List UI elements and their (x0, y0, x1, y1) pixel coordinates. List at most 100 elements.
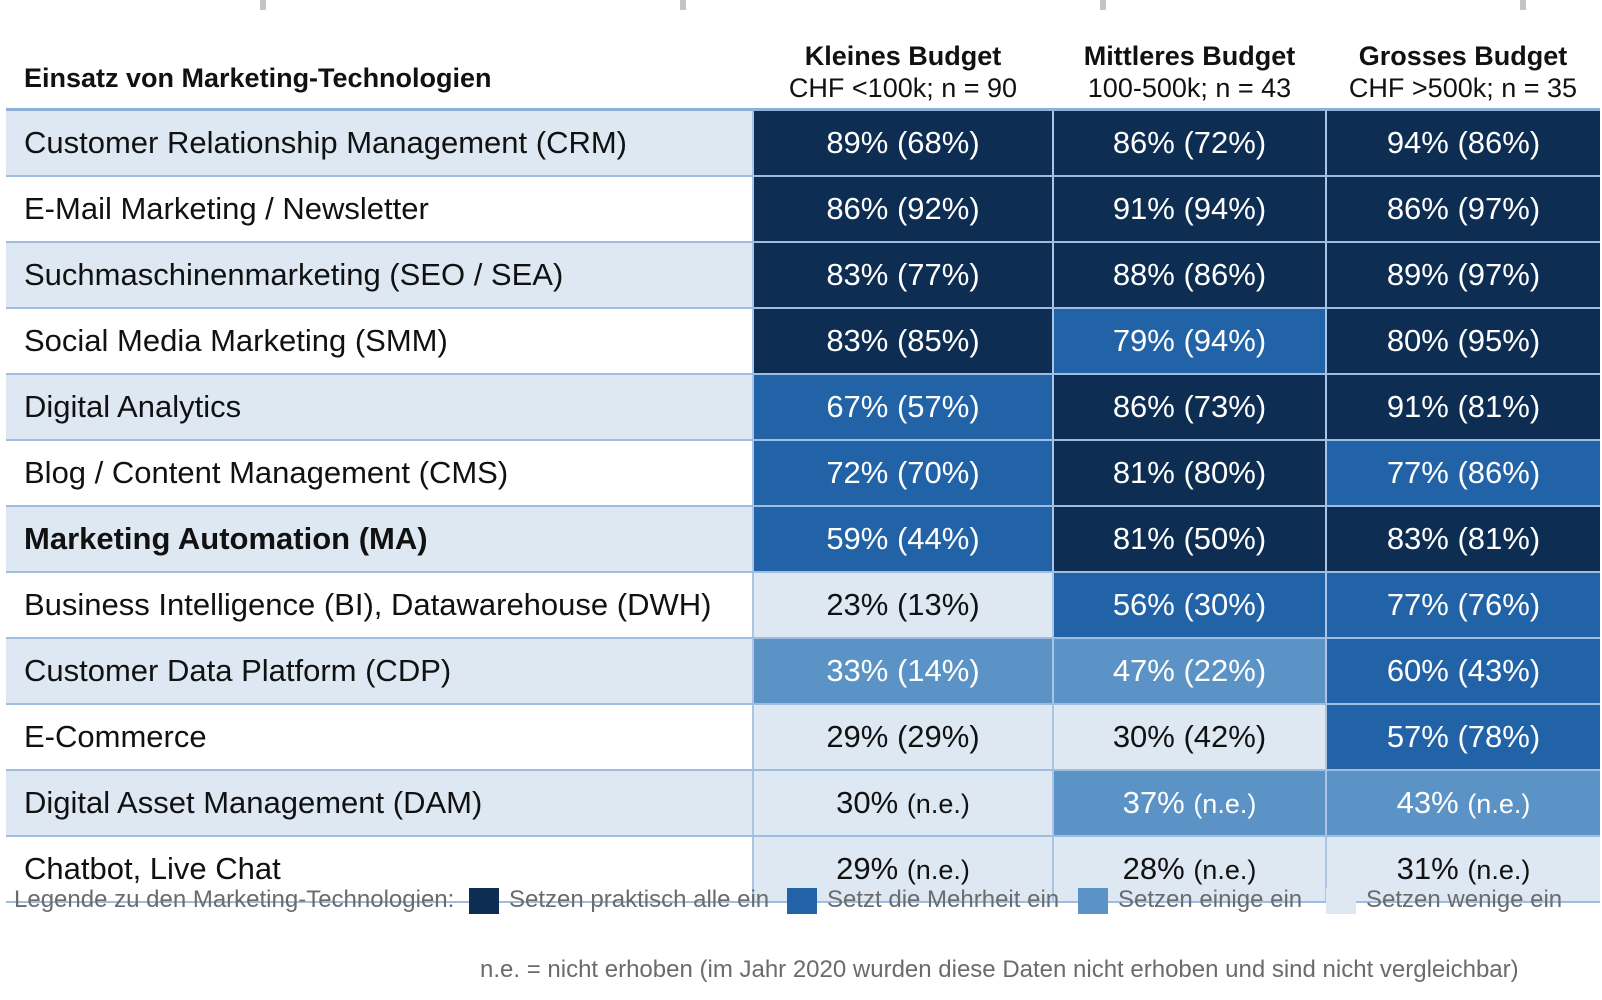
current-value: 86% (1112, 125, 1175, 160)
technology-matrix: Einsatz von Marketing-Technologien Klein… (6, 28, 1600, 903)
previous-value: (86%) (1457, 125, 1541, 160)
previous-value: (97%) (1457, 257, 1541, 292)
value-cell: 60% (43%) (1325, 638, 1600, 705)
current-value: 94% (1386, 125, 1449, 160)
current-value: 80% (1386, 323, 1449, 358)
column-header-small-budget: Kleines Budget CHF <100k; n = 90 (753, 28, 1053, 111)
current-value: 31% (1396, 851, 1459, 886)
value-cell: 79% (94%) (1052, 308, 1326, 375)
previous-value: (92%) (896, 191, 980, 226)
value-cell: 83% (81%) (1325, 506, 1600, 573)
previous-value: (94%) (1183, 323, 1267, 358)
previous-value: (80%) (1183, 455, 1267, 490)
matrix-header: Einsatz von Marketing-Technologien Klein… (6, 28, 1600, 111)
current-value: 91% (1112, 191, 1175, 226)
table-row: Marketing Automation (MA) 59% (44%) 81% (5… (6, 506, 1600, 573)
current-value: 56% (1112, 587, 1175, 622)
current-value: 29% (836, 851, 899, 886)
current-value: 57% (1386, 719, 1449, 754)
value-cell: 86% (73%) (1052, 374, 1326, 441)
value-cell: 81% (50%) (1052, 506, 1326, 573)
previous-value: (n.e.) (1193, 855, 1257, 885)
previous-value: (76%) (1457, 587, 1541, 622)
row-label: Digital Analytics (6, 374, 753, 441)
value-cell: 33% (14%) (752, 638, 1053, 705)
previous-value: (n.e.) (906, 789, 970, 819)
row-label: Social Media Marketing (SMM) (6, 308, 753, 375)
previous-value: (77%) (896, 257, 980, 292)
value-cell: 30% (42%) (1052, 704, 1326, 771)
table-row: Blog / Content Management (CMS) 72% (70%)… (6, 440, 1600, 507)
value-cell: 86% (72%) (1052, 109, 1326, 177)
row-label: Marketing Automation (MA) (6, 506, 753, 573)
value-cell: 30% (n.e.) (752, 770, 1053, 837)
legend-swatch (469, 888, 499, 914)
current-value: 33% (826, 653, 889, 688)
previous-value: (81%) (1457, 521, 1541, 556)
previous-value: (n.e.) (1467, 789, 1531, 819)
value-cell: 77% (76%) (1325, 572, 1600, 639)
previous-value: (n.e.) (1467, 855, 1531, 885)
previous-value: (30%) (1183, 587, 1267, 622)
table-row: E-Commerce 29% (29%) 30% (42%) 57% (78%) (6, 704, 1600, 771)
column-title: Grosses Budget (1358, 41, 1568, 71)
value-cell: 72% (70%) (752, 440, 1053, 507)
current-value: 77% (1386, 455, 1449, 490)
current-value: 86% (826, 191, 889, 226)
table-row: Digital Analytics 67% (57%) 86% (73%) 91% (… (6, 374, 1600, 441)
previous-value: (57%) (896, 389, 980, 424)
current-value: 29% (826, 719, 889, 754)
previous-value: (44%) (896, 521, 980, 556)
previous-value: (86%) (1183, 257, 1267, 292)
value-cell: 43% (n.e.) (1325, 770, 1600, 837)
current-value: 59% (826, 521, 889, 556)
row-label: Chatbot, Live Chat (6, 836, 753, 903)
value-cell: 57% (78%) (1325, 704, 1600, 771)
table-row: Suchmaschinenmarketing (SEO / SEA) 83% (7… (6, 242, 1600, 309)
row-label: Blog / Content Management (CMS) (6, 440, 753, 507)
legend-label: Setzen einige ein (1118, 886, 1303, 913)
current-value: 67% (826, 389, 889, 424)
column-title: Kleines Budget (804, 41, 1002, 71)
value-cell: 86% (92%) (752, 176, 1053, 243)
current-value: 88% (1112, 257, 1175, 292)
previous-value: (73%) (1183, 389, 1267, 424)
previous-value: (22%) (1183, 653, 1267, 688)
value-cell: 89% (68%) (752, 109, 1053, 177)
previous-value: (68%) (896, 125, 980, 160)
current-value: 79% (1112, 323, 1175, 358)
row-label: Customer Relationship Management (CRM) (6, 109, 753, 177)
row-label: Suchmaschinenmarketing (SEO / SEA) (6, 242, 753, 309)
value-cell: 80% (95%) (1325, 308, 1600, 375)
column-header-large-budget: Grosses Budget CHF >500k; n = 35 (1326, 28, 1600, 111)
legend-swatch (1078, 888, 1108, 914)
previous-value: (81%) (1457, 389, 1541, 424)
value-cell: 77% (86%) (1325, 440, 1600, 507)
legend-label: Setzen praktisch alle ein (509, 886, 770, 913)
previous-value: (85%) (896, 323, 980, 358)
value-cell: 67% (57%) (752, 374, 1053, 441)
previous-value: (50%) (1183, 521, 1267, 556)
current-value: 28% (1122, 851, 1185, 886)
row-label: E-Commerce (6, 704, 753, 771)
row-label: Digital Asset Management (DAM) (6, 770, 753, 837)
value-cell: 47% (22%) (1052, 638, 1326, 705)
previous-value: (97%) (1457, 191, 1541, 226)
value-cell: 56% (30%) (1052, 572, 1326, 639)
value-cell: 31% (n.e.) (1325, 836, 1600, 903)
value-cell: 88% (86%) (1052, 242, 1326, 309)
current-value: 81% (1112, 521, 1175, 556)
column-subtitle: 100-500k; n = 43 (1087, 73, 1292, 103)
value-cell: 23% (13%) (752, 572, 1053, 639)
column-header-medium-budget: Mittleres Budget 100-500k; n = 43 (1053, 28, 1326, 111)
current-value: 89% (826, 125, 889, 160)
previous-value: (72%) (1183, 125, 1267, 160)
previous-value: (78%) (1457, 719, 1541, 754)
value-cell: 37% (n.e.) (1052, 770, 1326, 837)
table-row: Digital Asset Management (DAM) 30% (n.e.)… (6, 770, 1600, 837)
column-subtitle: CHF <100k; n = 90 (788, 73, 1018, 103)
value-cell: 83% (85%) (752, 308, 1053, 375)
previous-value: (42%) (1183, 719, 1267, 754)
legend: Legende zu den Marketing-Technologien: S… (14, 880, 1594, 920)
previous-value: (13%) (896, 587, 980, 622)
